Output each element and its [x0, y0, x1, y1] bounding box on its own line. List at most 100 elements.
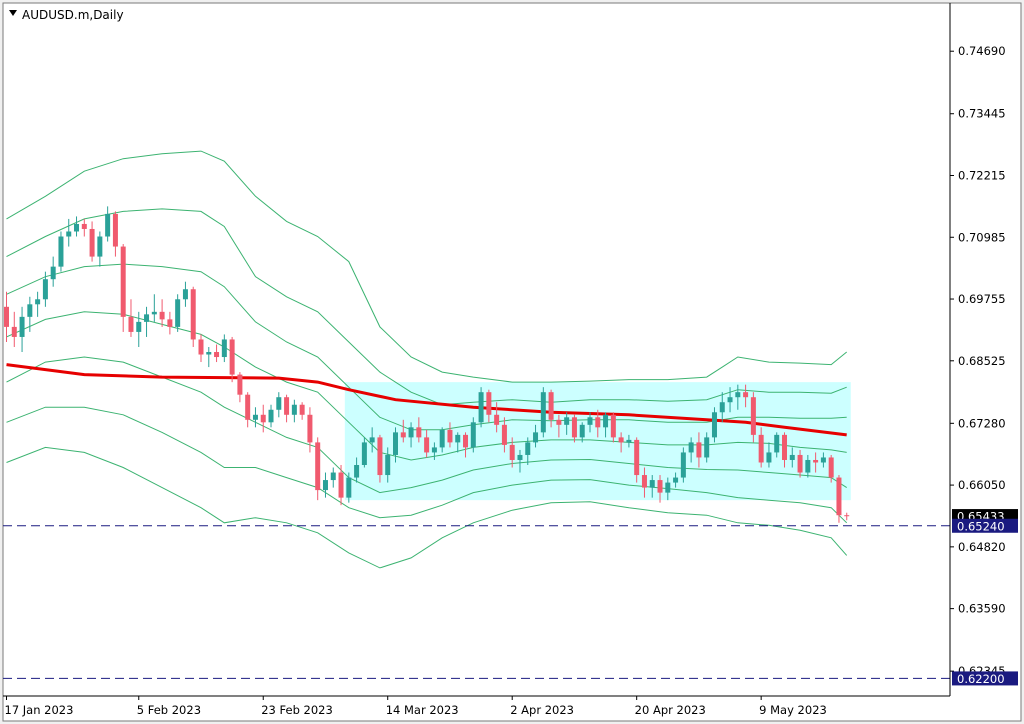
candle-body	[315, 442, 321, 491]
candle-body	[455, 434, 461, 443]
candlesticks	[4, 206, 850, 523]
candle-body	[587, 417, 593, 425]
candle-body	[229, 339, 235, 375]
candle-body	[346, 477, 352, 498]
candle-body	[81, 223, 87, 229]
candle-body	[649, 480, 655, 488]
candle-body	[159, 311, 165, 320]
candle-body	[665, 482, 671, 493]
band-upper1	[6, 263, 847, 431]
candle-body	[603, 414, 609, 428]
candle-body	[307, 414, 313, 443]
candle-body	[696, 442, 702, 458]
candle-body	[268, 409, 274, 423]
candle-body	[494, 414, 500, 425]
line-price-tag-2	[952, 671, 1018, 686]
candle-body	[595, 417, 601, 428]
candle-body	[112, 213, 118, 247]
candle-body	[657, 480, 663, 493]
dropdown-triangle-icon[interactable]	[9, 10, 17, 16]
y-tick-label: 0.64820	[958, 540, 1006, 554]
candle-body	[774, 434, 780, 453]
candle-body	[743, 392, 749, 398]
candle-body	[540, 392, 546, 433]
candle-body	[797, 454, 803, 473]
candle-body	[144, 314, 150, 322]
candle-body	[361, 442, 367, 465]
candle-body	[501, 424, 507, 445]
candle-body	[525, 442, 531, 455]
candle-body	[618, 437, 624, 443]
candle-body	[50, 266, 56, 280]
candle-body	[182, 289, 188, 300]
band-upper2	[6, 208, 847, 406]
candle-body	[385, 454, 391, 476]
candle-body	[509, 444, 515, 460]
x-tick-label: 2 Apr 2023	[510, 703, 574, 717]
candle-body	[354, 465, 360, 478]
candle-body	[727, 397, 733, 403]
x-tick-label: 20 Apr 2023	[635, 703, 706, 717]
horizontal-lines[interactable]	[3, 525, 950, 679]
y-tick-label: 0.74690	[958, 44, 1006, 58]
candle-body	[74, 223, 80, 232]
moving-average	[6, 363, 847, 437]
candle-body	[4, 306, 9, 327]
candle-body	[758, 434, 764, 463]
band-lower2	[6, 406, 848, 524]
y-tick-label: 0.70985	[958, 230, 1006, 244]
candle-body	[533, 432, 539, 443]
candle-body	[439, 429, 445, 448]
candle-body	[828, 457, 834, 478]
candle-body	[517, 454, 523, 460]
line-price-tag-1	[952, 518, 1018, 533]
candle-body	[175, 299, 181, 327]
candle-body	[579, 424, 585, 438]
candle-body	[680, 452, 686, 478]
candle-body	[89, 228, 95, 257]
candle-body	[805, 459, 811, 473]
price-axis[interactable]: 0.74690 0.73445 0.72215 0.70985 0.69755 0.685…	[950, 44, 1006, 678]
candle-body	[836, 477, 842, 516]
candle-body	[206, 352, 212, 355]
candle-body	[338, 472, 344, 498]
line-price-tag-2-text: 0.62200	[957, 672, 1005, 686]
candle-body	[369, 437, 375, 443]
candle-body	[260, 414, 266, 423]
bollinger-bands	[6, 150, 848, 569]
candle-body	[564, 417, 570, 425]
candle-body	[19, 316, 25, 337]
candle-body	[626, 439, 632, 443]
candle-body	[463, 434, 469, 448]
band-upper3	[6, 150, 848, 383]
candle-body	[408, 427, 414, 438]
band-lower3	[6, 446, 848, 569]
candle-body	[750, 397, 756, 435]
x-tick-label: 23 Feb 2023	[261, 703, 333, 717]
band-lower1	[6, 356, 847, 494]
candle-body	[97, 236, 103, 257]
ma-line	[6, 363, 847, 437]
candle-body	[431, 447, 437, 453]
time-axis[interactable]: 17 Jan 2023 5 Feb 2023 23 Feb 2023 14 Mar 2…	[5, 696, 827, 717]
candle-body	[66, 231, 72, 237]
candle-body	[58, 236, 64, 267]
candle-body	[711, 412, 717, 438]
candle-body	[330, 472, 336, 481]
candle-body	[478, 392, 484, 423]
candle-body	[136, 321, 142, 332]
candle-body	[766, 452, 772, 463]
candle-body	[416, 427, 422, 438]
candle-body	[322, 480, 328, 491]
candle-body	[105, 213, 111, 237]
candle-body	[299, 404, 305, 415]
y-tick-label: 0.66050	[958, 478, 1006, 492]
candle-body	[844, 515, 850, 517]
candle-body	[128, 316, 134, 332]
x-tick-label: 9 May 2023	[759, 703, 827, 717]
candle-body	[151, 311, 157, 315]
candle-body	[198, 339, 204, 355]
